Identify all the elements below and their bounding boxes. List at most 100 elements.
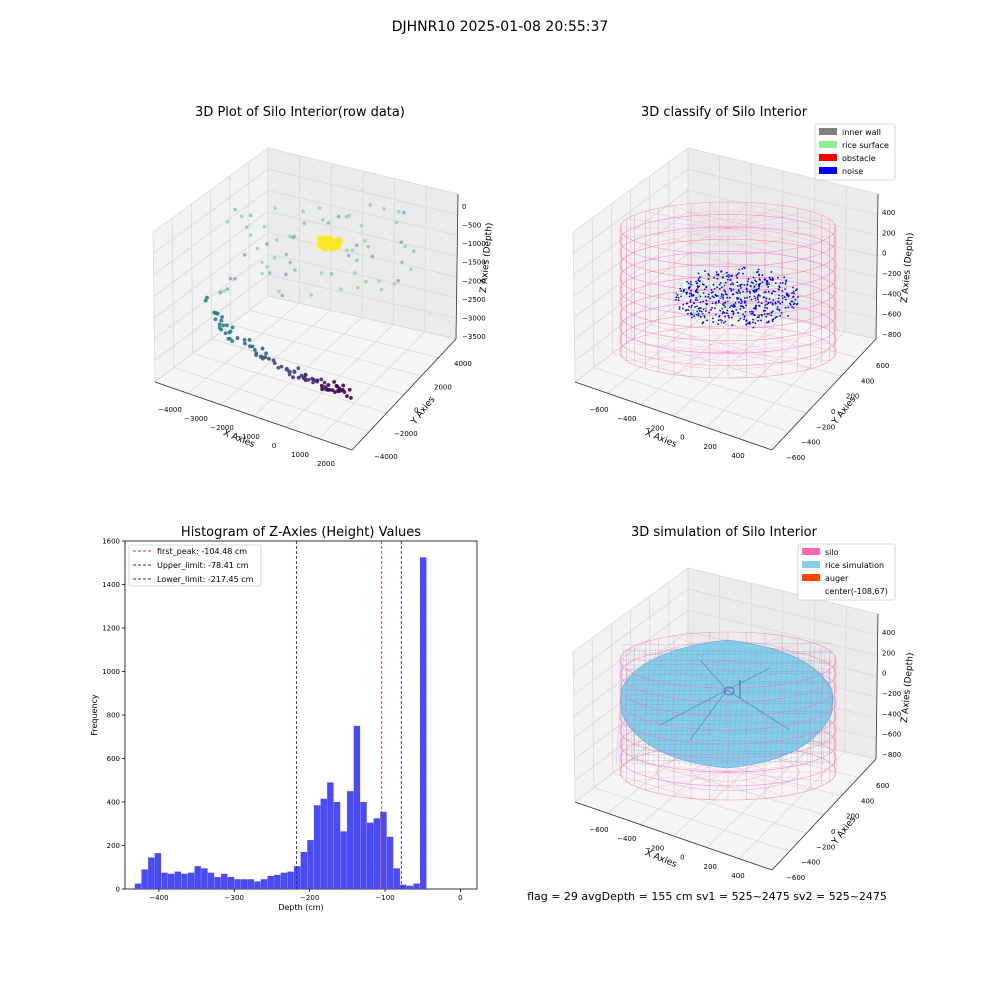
- simulation3d-rice-mesh: [663, 647, 672, 766]
- simulation3d-z-tick: −200: [882, 690, 901, 698]
- classify3d-silo-spoke: [727, 227, 811, 245]
- raw3d-point: [222, 288, 226, 293]
- classify3d-point: [715, 295, 718, 297]
- classify3d-point: [678, 306, 681, 308]
- classify3d-point: [697, 307, 700, 310]
- simulation3d-rice-mesh: [684, 647, 694, 766]
- classify3d-point: [684, 309, 687, 312]
- classify3d-silo-spoke: [727, 205, 783, 229]
- classify3d-grid: [687, 147, 879, 195]
- classify3d-point: [692, 284, 695, 287]
- classify3d-point: [753, 289, 756, 292]
- classify3d-point: [723, 304, 725, 307]
- simulation3d-rice-mesh: [711, 647, 720, 766]
- classify3d-point: [752, 282, 754, 285]
- histogram-bar: [260, 879, 268, 889]
- classify3d-point: [690, 289, 692, 292]
- classify3d-silo-spoke: [727, 351, 783, 375]
- panel-simulation-3d-title: 3D simulation of Silo Interior: [631, 525, 818, 540]
- classify3d-point: [737, 289, 740, 291]
- raw3d-point: [227, 336, 232, 341]
- classify3d-point: [680, 294, 683, 297]
- classify3d-point: [727, 276, 730, 278]
- classify3d-point: [696, 293, 699, 295]
- classify3d-point: [736, 276, 738, 279]
- raw3d-point: [247, 337, 252, 342]
- raw3d-point: [272, 255, 277, 260]
- classify3d-point: [695, 296, 698, 299]
- histogram-bar: [207, 872, 215, 889]
- simulation3d-rice-mesh: [621, 672, 833, 676]
- classify3d-point: [717, 301, 720, 304]
- classify3d-point: [696, 285, 699, 288]
- raw3d-point: [264, 351, 268, 356]
- classify3d-point: [691, 283, 694, 286]
- simulation3d-silo-spoke: [727, 659, 747, 688]
- classify3d-point: [767, 301, 770, 304]
- raw3d-pane-right: [268, 148, 458, 339]
- classify3d-point: [706, 319, 708, 322]
- classify3d-point: [772, 318, 775, 320]
- panel-raw-3d-points: [203, 203, 416, 400]
- raw3d-z-axis-line: [455, 193, 459, 340]
- classify3d-point: [757, 268, 760, 271]
- raw3d-point: [265, 242, 269, 246]
- classify3d-point: [784, 309, 787, 312]
- simulation3d-rice-mesh: [753, 647, 762, 766]
- simulation3d-rice-mesh: [705, 647, 715, 766]
- classify3d-grid: [573, 168, 689, 254]
- classify3d-point: [739, 308, 742, 310]
- classify3d-point: [731, 277, 734, 279]
- raw3d-point: [317, 242, 324, 249]
- classify3d-point: [683, 295, 686, 298]
- histogram-y-tick-label: 800: [107, 712, 120, 720]
- raw3d-point: [277, 289, 281, 294]
- classify3d-grid: [687, 232, 877, 278]
- classify3d-point: [758, 304, 760, 307]
- classify3d-point: [770, 284, 773, 287]
- raw3d-point: [355, 285, 360, 290]
- raw3d-grid: [153, 190, 269, 276]
- classify3d-point: [718, 288, 721, 290]
- classify3d-point: [704, 270, 706, 273]
- classify3d-y-tick: 200: [846, 393, 859, 401]
- raw3d-point: [276, 365, 281, 370]
- raw3d-point: [347, 213, 351, 218]
- classify3d-point: [730, 289, 733, 292]
- classify3d-point: [694, 306, 697, 308]
- panel-classify-3d-zlabel: Z Axies (Depth): [900, 232, 916, 303]
- raw3d-x-tick: −3000: [184, 415, 208, 423]
- raw3d-point: [319, 271, 324, 275]
- classify3d-point: [705, 310, 707, 312]
- raw3d-x-tick: 1000: [291, 451, 309, 459]
- classify3d-point: [779, 282, 782, 285]
- classify3d-point: [678, 293, 681, 296]
- classify3d-point: [744, 310, 747, 313]
- raw3d-point: [267, 356, 271, 361]
- histogram-vertical-lines: [296, 541, 402, 889]
- simulation3d-silo-spoke: [727, 771, 811, 791]
- simulation3d-silo-spoke: [709, 771, 729, 800]
- classify3d-point: [773, 314, 776, 317]
- classify3d-point: [784, 282, 787, 285]
- classify3d-point: [691, 316, 693, 319]
- classify3d-point: [778, 288, 781, 291]
- classify3d-point: [761, 274, 764, 277]
- classify3d-point: [722, 273, 724, 276]
- classify3d-point: [703, 288, 706, 291]
- classify3d-silo-spoke: [645, 211, 729, 229]
- classify3d-point: [695, 311, 698, 314]
- panel-classify-3d-title: 3D classify of Silo Interior: [641, 105, 808, 120]
- legend-label-rice-surface: rice surface: [842, 141, 889, 150]
- classify3d-point: [728, 296, 731, 299]
- histogram-y-tick-label: 0: [116, 886, 120, 894]
- simulation3d-x-tick: −600: [589, 826, 608, 834]
- classify3d-point: [727, 314, 730, 317]
- classify3d-point: [764, 299, 766, 302]
- classify3d-point: [726, 278, 729, 281]
- classify3d-grid: [812, 178, 816, 325]
- classify3d-point: [746, 283, 749, 286]
- classify3d-point: [720, 286, 723, 289]
- raw3d-point: [265, 265, 269, 269]
- raw3d-point: [203, 298, 208, 303]
